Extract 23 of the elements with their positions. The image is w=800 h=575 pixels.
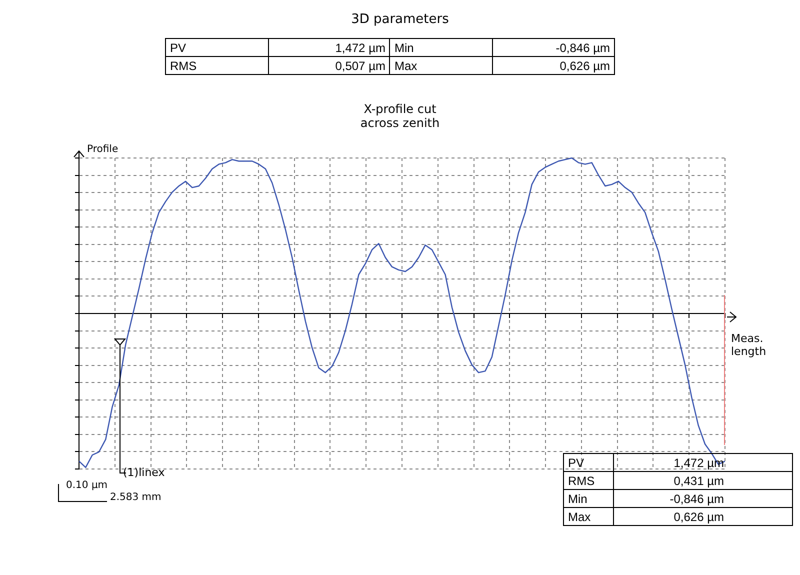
x-axis-title: Meas. length xyxy=(731,332,768,358)
text: Min xyxy=(564,490,614,508)
text: 0,507 µm xyxy=(268,56,390,74)
text: 0,626 µm xyxy=(614,508,792,526)
text: 1,472 µm xyxy=(268,38,390,56)
y-axis-title: Profile xyxy=(87,144,118,155)
text: -0,846 µm xyxy=(614,490,792,508)
text: 0,431 µm xyxy=(614,472,792,490)
text: Max xyxy=(390,56,493,74)
text: RMS xyxy=(166,56,268,74)
text: RMS xyxy=(564,472,614,490)
chart-title: X-profile cut across zenith xyxy=(359,102,441,130)
annotation: (1)linex xyxy=(123,466,165,479)
text: 3D parameters xyxy=(350,12,450,27)
text: PV xyxy=(166,38,268,56)
text: Min xyxy=(390,38,493,56)
text: Max xyxy=(564,508,614,526)
annotation: PV xyxy=(564,454,614,472)
text: -0,846 µm xyxy=(492,38,614,56)
text: 2.583 mm xyxy=(110,492,162,503)
text: 0,626 µm xyxy=(492,56,614,74)
annotation: 1,472 µm xyxy=(614,454,792,472)
text: 0.10 µm xyxy=(66,480,108,491)
